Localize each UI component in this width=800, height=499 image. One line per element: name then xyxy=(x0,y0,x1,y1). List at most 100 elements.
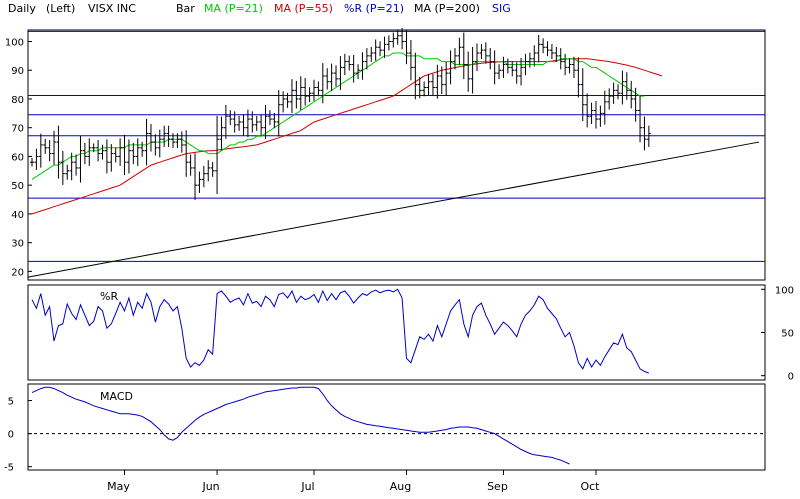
ohlc-bar xyxy=(413,52,418,100)
ohlc-bar xyxy=(607,88,612,110)
ohlc-bar xyxy=(378,41,383,57)
ohlc-bar xyxy=(118,138,123,166)
ohlc-bar xyxy=(545,41,550,57)
ohlc-bar xyxy=(237,115,242,131)
ohlc-bar xyxy=(567,58,572,74)
x-axis: May Jun Jul Aug Sep Oct xyxy=(107,470,600,493)
ohlc-bar xyxy=(563,53,568,76)
ohlc-bar xyxy=(294,80,299,109)
ohlc-bar xyxy=(422,81,427,97)
ohlc-bar xyxy=(157,129,162,158)
ohlc-bar xyxy=(219,116,224,151)
ma21-line xyxy=(31,52,645,180)
ohlc-bar xyxy=(30,157,34,167)
ohlc-bar xyxy=(162,125,167,147)
ohlc-bar xyxy=(475,43,480,72)
ohlc-bar xyxy=(571,56,576,78)
pctr-line xyxy=(31,288,649,374)
ohlc-bar xyxy=(241,114,246,136)
price-panel: 20 30 40 50 60 70 80 90 100 xyxy=(5,27,766,281)
ohlc-bar xyxy=(360,52,365,80)
ohlc-bar xyxy=(267,110,272,126)
pctr-panel-frame xyxy=(27,284,766,381)
ohlc-bar xyxy=(104,139,109,174)
ohlc-bar xyxy=(395,29,400,45)
ohlc-bar xyxy=(364,48,369,70)
ohlc-bar xyxy=(430,73,435,96)
ohlc-bar xyxy=(448,50,453,85)
ohlc-bar xyxy=(179,131,184,153)
price-tick-label: 80 xyxy=(11,95,24,106)
ohlc-bar xyxy=(184,130,189,177)
ohlc-bar xyxy=(206,160,211,182)
chart-style-label: Bar xyxy=(176,2,195,15)
macd-tick-label: -5 xyxy=(4,463,14,474)
ohlc-bar xyxy=(466,51,471,92)
ohlc-bar xyxy=(444,61,449,96)
ohlc-bar xyxy=(100,144,105,160)
ohlc-bar xyxy=(228,110,233,126)
month-label: Sep xyxy=(487,480,508,493)
ohlc-bar xyxy=(126,139,131,174)
ohlc-bar xyxy=(135,138,140,166)
ohlc-bar xyxy=(527,52,532,68)
chart-header: Daily (Left) VISX INC Bar MA (P=21) MA (… xyxy=(8,2,511,15)
ohlc-bar xyxy=(408,40,413,81)
ohlc-bar xyxy=(289,79,294,114)
ohlc-bar xyxy=(65,164,70,180)
ohlc-bar xyxy=(69,152,74,181)
ohlc-bar xyxy=(170,133,175,149)
ohlc-bar xyxy=(501,56,506,78)
ohlc-bar xyxy=(254,115,259,131)
period-label: Daily xyxy=(8,2,36,15)
month-label: May xyxy=(107,480,130,493)
ohlc-bar xyxy=(624,72,629,100)
ohlc-bar xyxy=(351,55,356,83)
ohlc-bar xyxy=(585,93,590,128)
ohlc-bar xyxy=(74,154,79,176)
ohlc-bar xyxy=(60,150,65,185)
month-label: Oct xyxy=(580,480,600,493)
ohlc-bar xyxy=(589,102,594,124)
ohlc-bar xyxy=(338,56,343,91)
ohlc-bar xyxy=(175,133,180,149)
legend-pctr: %R (P=21) xyxy=(344,2,404,15)
ohlc-bar xyxy=(342,53,347,76)
ohlc-bar xyxy=(122,134,127,176)
ohlc-bar xyxy=(78,136,83,183)
ohlc-bar xyxy=(400,27,405,50)
ohlc-bar xyxy=(356,64,361,80)
macd-tick-label: 0 xyxy=(8,430,14,441)
ohlc-bar xyxy=(510,61,515,77)
price-tick-label: 40 xyxy=(11,210,24,221)
ohlc-bar xyxy=(505,58,510,74)
ohlc-bar xyxy=(325,68,330,90)
ohlc-bar xyxy=(576,57,581,98)
ohlc-bar xyxy=(245,109,250,138)
price-panel-frame xyxy=(27,29,766,281)
ohlc-bar xyxy=(598,105,603,127)
ohlc-bar xyxy=(320,63,325,104)
ohlc-bar xyxy=(488,48,493,70)
ohlc-bar xyxy=(215,115,220,195)
ohlc-bar xyxy=(549,44,554,60)
ohlc-bar xyxy=(616,84,621,100)
ohlc-bar xyxy=(197,171,202,193)
ohlc-bar xyxy=(223,105,228,139)
price-tick-label: 20 xyxy=(11,267,24,278)
ohlc-bar xyxy=(91,143,96,153)
ohlc-bar xyxy=(298,76,303,111)
ohlc-bar xyxy=(541,38,546,54)
ohlc-bar xyxy=(470,46,475,94)
ohlc-bar xyxy=(34,148,39,170)
ohlc-bar xyxy=(263,105,268,139)
ohlc-bar xyxy=(276,90,281,137)
ohlc-bar xyxy=(558,48,563,70)
ma200-line xyxy=(27,141,760,278)
ohlc-bar xyxy=(404,30,409,65)
ohlc-bar xyxy=(153,134,158,156)
ohlc-bar xyxy=(232,111,237,133)
ticker-label: VISX INC xyxy=(88,2,136,15)
